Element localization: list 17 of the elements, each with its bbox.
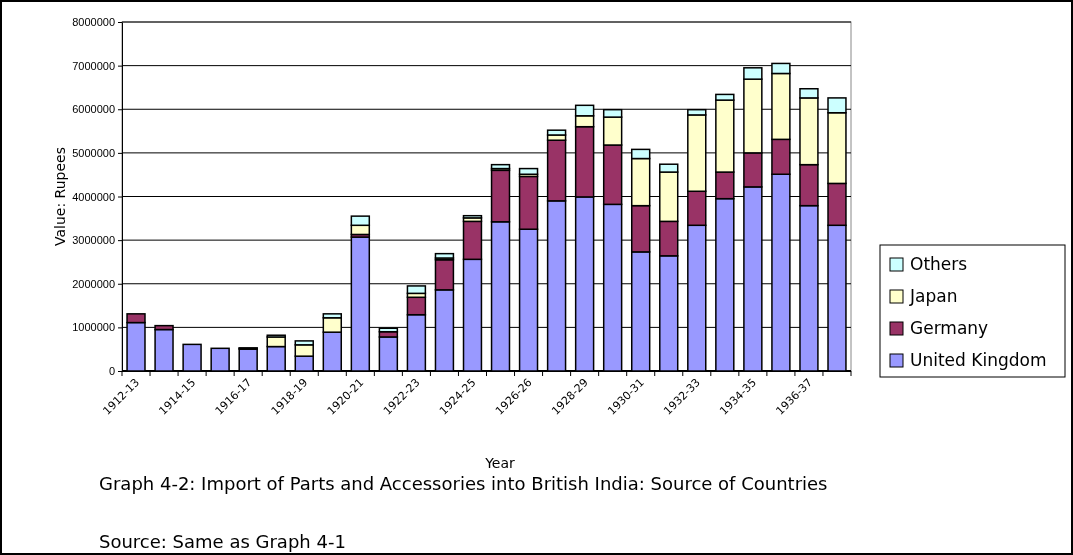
y-tick-label: 3000000 (72, 234, 115, 247)
y-axis-title: Value: Rupees (52, 147, 68, 246)
legend-label: Japan (909, 286, 958, 306)
y-tick-label: 2000000 (72, 277, 115, 290)
legend-label: Others (910, 254, 968, 274)
y-tick-label: 6000000 (72, 103, 115, 116)
y-tick-label: 4000000 (72, 190, 115, 203)
text: Graph 4-2: Import of Parts and Accessories into British India: Source of Countries (99, 473, 828, 494)
y-tick-label: 8000000 (72, 16, 115, 29)
legend-label: Germany (910, 318, 989, 338)
legend-label: United Kingdom (910, 350, 1047, 370)
y-tick-label: 1000000 (72, 321, 115, 334)
source-note: Source: Same as Graph 4-1 (99, 531, 346, 552)
y-tick-label: 5000000 (72, 146, 115, 159)
y-tick-label: 0 (108, 365, 115, 378)
x-axis-title: Year (484, 455, 516, 471)
y-tick-label: 7000000 (72, 59, 115, 72)
